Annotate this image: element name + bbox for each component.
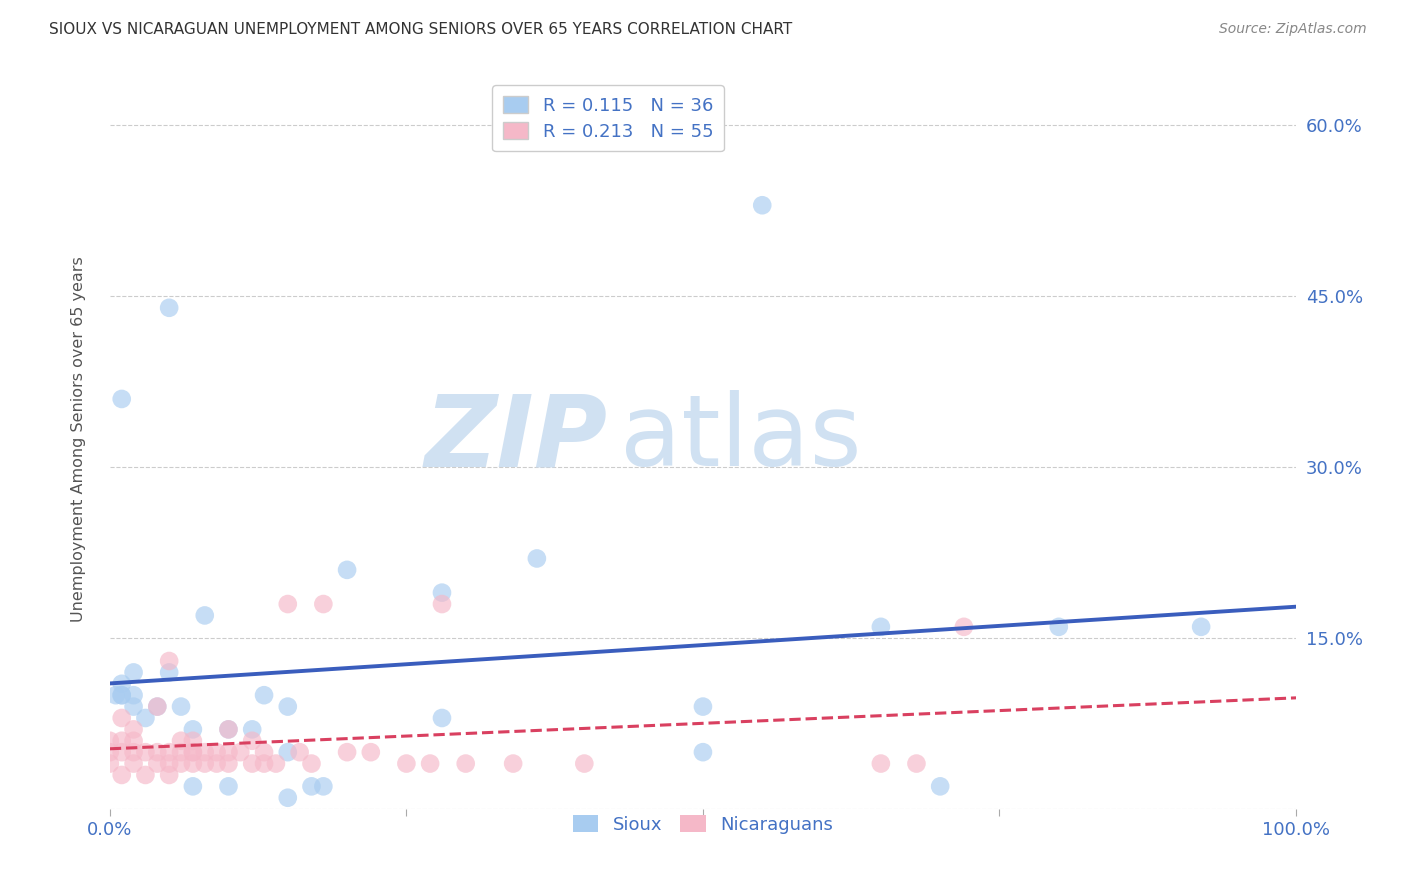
Point (98, 745, 121, 759)
Point (205, 756, 228, 771)
Point (170, 733, 193, 747)
Point (111, 677, 134, 691)
Text: SIOUX VS NICARAGUAN UNEMPLOYMENT AMONG SENIORS OVER 65 YEARS CORRELATION CHART: SIOUX VS NICARAGUAN UNEMPLOYMENT AMONG S… (49, 22, 793, 37)
Point (111, 733, 134, 747)
Point (1047, 620, 1070, 634)
Point (157, 301, 180, 315)
Point (181, 733, 204, 747)
Point (98, 733, 121, 747)
Point (336, 563, 359, 577)
Point (111, 688, 134, 702)
Point (277, 597, 299, 611)
Point (104, 688, 127, 702)
Point (870, 620, 893, 634)
Point (157, 665, 180, 680)
Point (194, 745, 217, 759)
Point (574, 756, 596, 771)
Point (253, 756, 276, 771)
Legend: Sioux, Nicaraguans: Sioux, Nicaraguans (562, 804, 844, 845)
Point (264, 756, 287, 771)
Point (146, 756, 169, 771)
Point (122, 665, 145, 680)
Text: Source: ZipAtlas.com: Source: ZipAtlas.com (1219, 22, 1367, 37)
Point (336, 745, 359, 759)
Point (277, 699, 299, 714)
Point (146, 745, 169, 759)
Point (111, 688, 134, 702)
Point (181, 723, 204, 737)
Point (111, 392, 134, 406)
Point (122, 745, 145, 759)
Point (419, 756, 441, 771)
Point (301, 780, 323, 794)
Point (1189, 620, 1212, 634)
Point (217, 723, 239, 737)
Point (181, 780, 204, 794)
Point (229, 745, 252, 759)
Point (157, 654, 180, 668)
Point (312, 780, 335, 794)
Point (194, 756, 217, 771)
Point (217, 723, 239, 737)
Point (360, 745, 382, 759)
Point (312, 597, 335, 611)
Point (157, 768, 180, 782)
Point (170, 699, 193, 714)
Text: ZIP: ZIP (425, 391, 607, 487)
Point (953, 620, 976, 634)
Point (301, 756, 323, 771)
Point (217, 756, 239, 771)
Point (122, 699, 145, 714)
Point (98, 756, 121, 771)
Point (430, 597, 453, 611)
Point (526, 551, 548, 566)
Point (170, 745, 193, 759)
Point (157, 745, 180, 759)
Point (205, 745, 228, 759)
Point (134, 711, 156, 725)
Point (111, 711, 134, 725)
Point (288, 745, 311, 759)
Point (240, 756, 263, 771)
Point (122, 756, 145, 771)
Text: atlas: atlas (620, 391, 862, 487)
Point (870, 756, 893, 771)
Point (929, 780, 952, 794)
Point (122, 688, 145, 702)
Point (111, 768, 134, 782)
Point (134, 768, 156, 782)
Point (751, 198, 773, 212)
Point (194, 608, 217, 623)
Point (277, 745, 299, 759)
Point (277, 790, 299, 805)
Point (905, 756, 928, 771)
Point (692, 699, 714, 714)
Point (454, 756, 477, 771)
Point (134, 745, 156, 759)
Point (146, 699, 169, 714)
Point (122, 723, 145, 737)
Point (502, 756, 524, 771)
Point (122, 733, 145, 747)
Point (217, 745, 239, 759)
Point (240, 733, 263, 747)
Point (430, 711, 453, 725)
Point (181, 756, 204, 771)
Point (181, 745, 204, 759)
Point (170, 756, 193, 771)
Point (146, 699, 169, 714)
Point (253, 688, 276, 702)
Point (253, 745, 276, 759)
Point (692, 745, 714, 759)
Point (430, 585, 453, 599)
Point (181, 745, 204, 759)
Point (217, 780, 239, 794)
Point (240, 723, 263, 737)
Y-axis label: Unemployment Among Seniors over 65 years: Unemployment Among Seniors over 65 years (72, 256, 86, 622)
Point (157, 756, 180, 771)
Point (111, 745, 134, 759)
Point (395, 756, 418, 771)
